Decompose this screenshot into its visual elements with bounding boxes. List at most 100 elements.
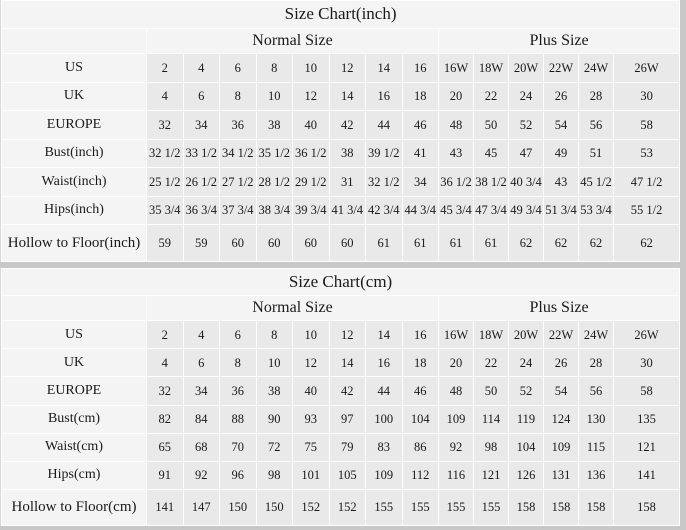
table-cell: 98 xyxy=(255,460,293,490)
table-cell: 38 1/2 xyxy=(473,167,509,197)
table-cell: 40 xyxy=(292,110,330,140)
table-cell: 40 3/4 xyxy=(508,167,544,197)
table-cell: 26 xyxy=(543,348,579,378)
table-cell: 8 xyxy=(219,81,257,112)
row-label: UK xyxy=(1,81,147,112)
table-cell: 45 3/4 xyxy=(438,195,474,226)
group-header-corner xyxy=(1,27,147,55)
table-cell: 109 xyxy=(438,404,474,434)
table-cell: 12 xyxy=(292,81,330,112)
table-cell: 53 xyxy=(612,138,681,169)
table-cell: 39 3/4 xyxy=(292,195,330,226)
table-cell: 6 xyxy=(219,53,257,83)
table-cell: 126 xyxy=(508,460,544,490)
table-cell: 22 xyxy=(473,348,509,378)
table-cell: 28 xyxy=(578,81,614,112)
table-cell: 70 xyxy=(219,432,257,462)
table-cell: 60 xyxy=(292,224,330,262)
table-cell: 141 xyxy=(612,460,681,490)
table-cell: 61 xyxy=(473,224,509,262)
table-cell: 16 xyxy=(365,81,403,112)
table-cell: 158 xyxy=(578,488,614,527)
row-label: UK xyxy=(1,348,147,378)
table-row: Hollow to Floor(cm) 141 147 150 150 152 152 155… xyxy=(1,488,681,527)
table-row: EUROPE 32 34 36 38 40 42 44 46 48 50 52 54 56 58 xyxy=(1,376,681,406)
table-title-row: Size Chart(inch) xyxy=(0,0,681,29)
table-cell: 40 xyxy=(292,376,330,406)
row-label: Bust(cm) xyxy=(1,404,147,434)
table-row: Waist(cm) 65 68 70 72 75 79 83 86 92 98 104 109 115 12… xyxy=(1,432,681,462)
table-cell: 62 xyxy=(508,224,544,262)
table-cell: 4 xyxy=(182,53,220,83)
table-cell: 10 xyxy=(292,320,330,350)
table-cell: 25 1/2 xyxy=(146,167,184,197)
table-cell: 42 3/4 xyxy=(365,195,403,226)
table-cell: 31 xyxy=(328,167,366,197)
table-cell: 26 xyxy=(543,81,579,112)
table-cell: 83 xyxy=(365,432,403,462)
table-cell: 24W xyxy=(578,53,614,83)
group-header-normal-size: Normal Size xyxy=(146,27,439,55)
table-cell: 93 xyxy=(292,404,330,434)
table-cell: 14 xyxy=(365,320,403,350)
size-chart-table: Size Chart(cm) Normal Size Plus Size US 2 4 6 8… xyxy=(0,267,681,527)
table-cell: 24W xyxy=(578,320,614,350)
size-chart-table: Size Chart(inch) Normal Size Plus Size US 2 4… xyxy=(0,0,681,262)
table-cell: 38 xyxy=(255,110,293,140)
table-cell: 36 3/4 xyxy=(182,195,220,226)
row-label: Waist(inch) xyxy=(1,167,147,197)
table-row: Hollow to Floor(inch) 59 59 60 60 60 60 61 61 61 6… xyxy=(1,224,681,262)
table-cell: 51 xyxy=(578,138,614,169)
table-cell: 47 1/2 xyxy=(612,167,681,197)
table-cell: 59 xyxy=(182,224,220,262)
table-cell: 96 xyxy=(219,460,257,490)
table-cell: 45 1/2 xyxy=(578,167,614,197)
table-cell: 18 xyxy=(401,81,439,112)
table-cell: 4 xyxy=(146,348,184,378)
table-cell: 54 xyxy=(543,110,579,140)
table-cell: 16W xyxy=(438,53,474,83)
table-cell: 36 xyxy=(219,110,257,140)
table-cell: 16 xyxy=(401,320,439,350)
table-row: Bust(inch) 32 1/2 33 1/2 34 1/2 35 1/2 36 1/2… xyxy=(1,138,681,169)
table-cell: 109 xyxy=(543,432,579,462)
group-header-normal-size: Normal Size xyxy=(146,295,439,322)
table-cell: 38 xyxy=(255,376,293,406)
table-cell: 43 xyxy=(543,167,579,197)
group-header-row: Normal Size Plus Size xyxy=(1,295,681,322)
row-label: US xyxy=(1,53,147,83)
table-cell: 158 xyxy=(508,488,544,527)
table-cell: 109 xyxy=(365,460,403,490)
table-cell: 22W xyxy=(543,320,579,350)
table-cell: 30 xyxy=(612,348,681,378)
table-cell: 10 xyxy=(255,81,293,112)
table-cell: 92 xyxy=(182,460,220,490)
table-cell: 12 xyxy=(292,348,330,378)
table-cell: 58 xyxy=(612,110,681,140)
table-cell: 8 xyxy=(255,320,293,350)
table-cell: 152 xyxy=(292,488,330,527)
table-cell: 32 xyxy=(146,376,184,406)
table-cell: 150 xyxy=(255,488,293,527)
table-cell: 98 xyxy=(473,432,509,462)
table-cell: 34 1/2 xyxy=(219,138,257,169)
table-cell: 38 xyxy=(328,138,366,169)
table-cell: 18W xyxy=(473,53,509,83)
table-cell: 6 xyxy=(219,320,257,350)
group-header-plus-size: Plus Size xyxy=(437,295,681,322)
table-row: US 2 4 6 8 10 12 14 16 16W 18W 20W 22W 24W 26W xyxy=(1,320,681,350)
table-cell: 150 xyxy=(219,488,257,527)
row-label: Hollow to Floor(cm) xyxy=(1,488,147,527)
table-cell: 36 1/2 xyxy=(292,138,330,169)
table-cell: 155 xyxy=(438,488,474,527)
table-cell: 30 xyxy=(612,81,681,112)
table-cell: 130 xyxy=(578,404,614,434)
table-row: UK 4 6 8 10 12 14 16 18 20 22 24 26 28 30 xyxy=(1,348,681,378)
table-cell: 62 xyxy=(612,224,681,262)
table-cell: 84 xyxy=(182,404,220,434)
table-cell: 61 xyxy=(401,224,439,262)
table-cell: 147 xyxy=(182,488,220,527)
table-cell: 14 xyxy=(328,348,366,378)
table-row: UK 4 6 8 10 12 14 16 18 20 22 24 26 28 30 xyxy=(1,81,681,112)
table-cell: 135 xyxy=(612,404,681,434)
